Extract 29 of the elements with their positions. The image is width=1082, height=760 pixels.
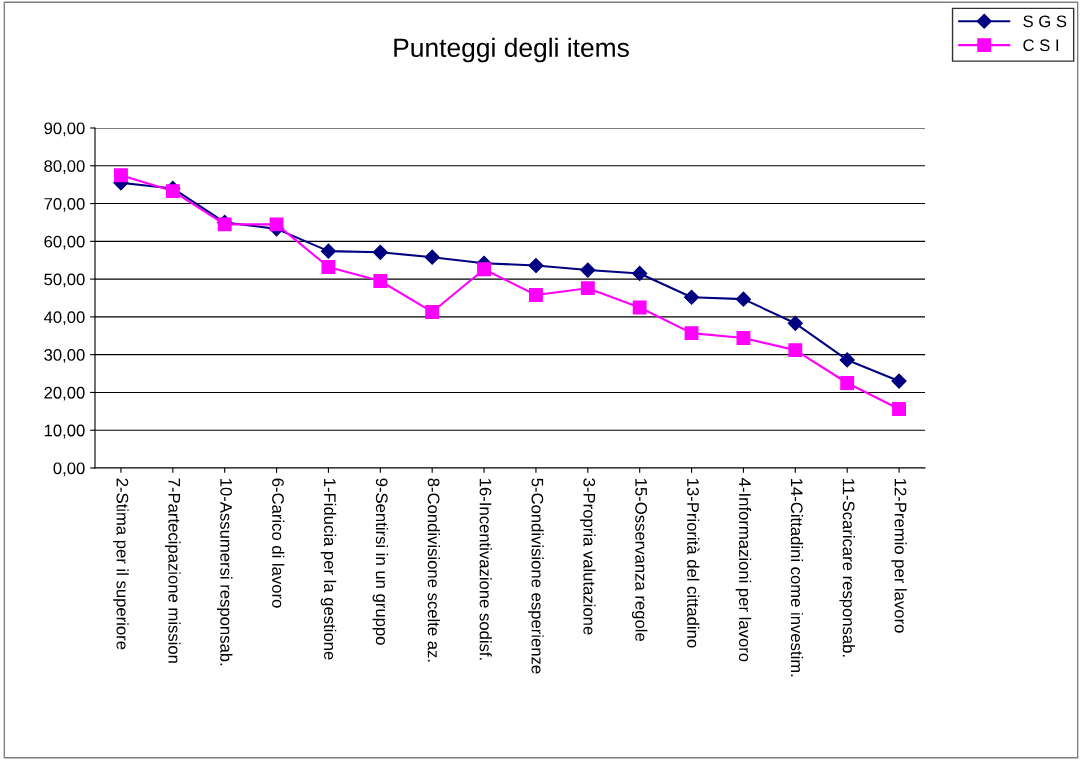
y-tick-label: 20,00 (44, 386, 85, 401)
y-tick-label: 30,00 (44, 349, 85, 363)
x-tick-label: 16-Incentivazione sodisf. (479, 478, 492, 660)
legend-label: S G S (1023, 15, 1067, 28)
x-tick-label: 4-Informazioni per lavoro (735, 478, 752, 662)
x-tick-label: 2-Stima per il superiore (113, 478, 129, 650)
y-tick-label: 80,00 (44, 160, 85, 174)
x-tick-label: 7-Partecipazione mission (165, 478, 181, 663)
x-tick-label: 10-Assumersi responsab. (216, 478, 233, 666)
x-tick-label: 11-Scaricare responsab. (839, 478, 855, 657)
x-tick-label: 6-Carico di lavoro (272, 478, 285, 608)
x-tick-label: 13-Priorità del cittadino (687, 478, 700, 648)
x-tick-label: 1-Fiducia per la gestione (320, 478, 337, 660)
chart-title: Punteggi degli items (394, 37, 629, 63)
x-tick-label: 3-Propria valutazione (580, 478, 596, 635)
y-tick-label: 40,00 (43, 311, 85, 326)
x-tick-label: 15-Osservanza regole (631, 478, 648, 641)
y-tick-label: 0,00 (53, 462, 85, 477)
x-tick-label: 9-Sentirsi in un gruppo (372, 478, 389, 645)
x-tick-label: 8-Condivisione scelte az. (427, 478, 440, 662)
y-tick-label: 70,00 (44, 197, 85, 212)
y-tick-label: 60,00 (44, 235, 85, 250)
y-tick-label: 50,00 (44, 273, 85, 288)
y-tick-label: 10,00 (44, 424, 85, 439)
x-tick-label: 12-Premio per lavoro (891, 478, 907, 633)
y-tick-label: 90,00 (44, 122, 85, 137)
x-tick-label: 5-Condivisione esperienze (528, 478, 544, 674)
legend-label: C S I (1023, 39, 1059, 52)
x-tick-label: 14-Cittadini come investim. (790, 478, 804, 677)
